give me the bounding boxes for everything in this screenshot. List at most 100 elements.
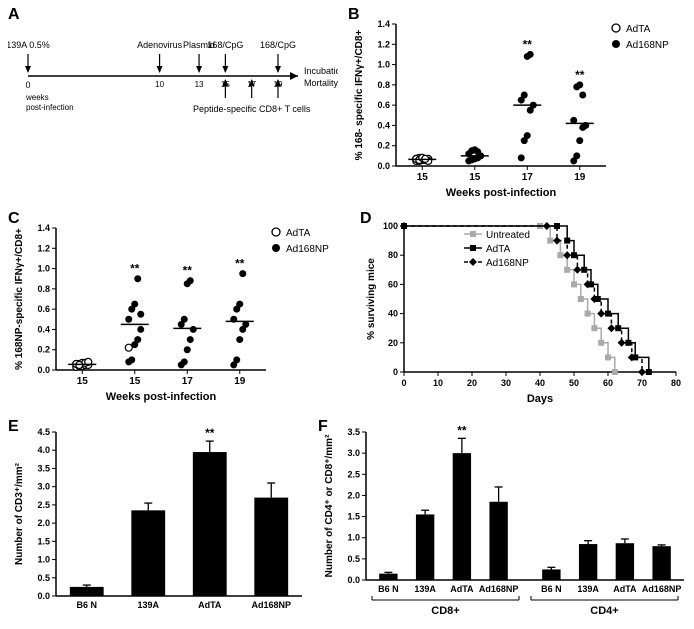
svg-text:139A 0.5%: 139A 0.5%: [8, 40, 50, 50]
svg-text:Incubation: Incubation: [304, 66, 338, 76]
svg-text:0: 0: [25, 80, 30, 90]
svg-text:10: 10: [155, 80, 164, 89]
svg-text:3.0: 3.0: [347, 448, 360, 458]
svg-text:50: 50: [569, 378, 579, 388]
svg-text:**: **: [183, 264, 193, 278]
svg-text:0.0: 0.0: [37, 365, 50, 375]
svg-text:4.5: 4.5: [37, 427, 50, 437]
svg-text:Weeks post-infection: Weeks post-infection: [106, 391, 217, 403]
svg-text:CD4+: CD4+: [590, 605, 618, 617]
svg-text:40: 40: [388, 309, 398, 319]
svg-text:AdTA: AdTA: [450, 584, 474, 594]
svg-text:Number of CD3⁺/mm²: Number of CD3⁺/mm²: [14, 462, 25, 565]
svg-text:1.0: 1.0: [37, 555, 50, 565]
svg-text:1.4: 1.4: [37, 223, 50, 233]
svg-text:0.2: 0.2: [37, 345, 50, 355]
svg-text:AdTA: AdTA: [486, 244, 511, 255]
svg-text:B6 N: B6 N: [76, 600, 97, 610]
panel-f: F 0.00.51.01.52.02.53.03.5Number of CD4⁺…: [318, 418, 690, 624]
svg-text:1.0: 1.0: [377, 60, 390, 70]
svg-text:80: 80: [388, 250, 398, 260]
panel-c-label: C: [8, 210, 20, 228]
svg-text:17: 17: [247, 80, 256, 89]
svg-text:0.8: 0.8: [377, 80, 390, 90]
svg-text:Mortality: Mortality: [304, 78, 338, 88]
svg-text:15: 15: [469, 172, 481, 183]
svg-text:60: 60: [603, 378, 613, 388]
svg-text:40: 40: [535, 378, 545, 388]
svg-text:0.4: 0.4: [377, 120, 390, 130]
svg-text:Ad168NP: Ad168NP: [286, 244, 329, 255]
svg-text:168/CpG: 168/CpG: [260, 40, 296, 50]
svg-text:15: 15: [129, 376, 141, 387]
svg-text:19: 19: [274, 80, 283, 89]
svg-text:Ad168NP: Ad168NP: [251, 600, 291, 610]
svg-text:3.0: 3.0: [37, 482, 50, 492]
svg-text:AdTA: AdTA: [626, 24, 651, 35]
svg-text:Number of CD4⁺ or CD8⁺/mm²: Number of CD4⁺ or CD8⁺/mm²: [324, 434, 335, 577]
svg-text:**: **: [205, 426, 215, 440]
svg-text:17: 17: [182, 376, 194, 387]
svg-text:**: **: [523, 37, 533, 51]
svg-text:0.5: 0.5: [347, 554, 360, 564]
svg-text:0.0: 0.0: [347, 575, 360, 585]
svg-text:Ad168NP: Ad168NP: [479, 584, 519, 594]
panel-e: E 0.00.51.01.52.02.53.03.54.04.5Number o…: [8, 418, 308, 624]
svg-text:AdTA: AdTA: [613, 584, 637, 594]
panel-f-label: F: [318, 418, 328, 436]
svg-text:Peptide-specific CD8+ T cells: Peptide-specific CD8+ T cells: [193, 104, 311, 114]
svg-text:2.5: 2.5: [347, 469, 360, 479]
svg-text:15: 15: [417, 172, 429, 183]
svg-text:15: 15: [221, 80, 230, 89]
svg-text:Adenovirus: Adenovirus: [137, 40, 183, 50]
svg-text:**: **: [457, 423, 467, 437]
svg-text:% surviving mice: % surviving mice: [366, 258, 377, 340]
panel-c: C 0.00.20.40.60.81.01.21.415151719% 168N…: [8, 210, 346, 410]
svg-text:1.2: 1.2: [377, 39, 390, 49]
svg-text:1.0: 1.0: [37, 264, 50, 274]
svg-text:Weeks post-infection: Weeks post-infection: [446, 187, 557, 199]
timeline-svg: 139A 0.5%AdenovirusPlasmid168/CpG168/CpG…: [8, 6, 338, 146]
svg-text:CD8+: CD8+: [431, 605, 459, 617]
svg-text:AdTA: AdTA: [198, 600, 222, 610]
svg-text:0.5: 0.5: [37, 573, 50, 583]
svg-text:Days: Days: [527, 393, 553, 405]
svg-text:30: 30: [501, 378, 511, 388]
bar-e-svg: 0.00.51.01.52.02.53.03.54.04.5Number of …: [8, 418, 308, 624]
svg-text:0: 0: [393, 367, 398, 377]
bar-f-svg: 0.00.51.01.52.02.53.03.5Number of CD4⁺ o…: [318, 418, 690, 624]
svg-text:80: 80: [671, 378, 681, 388]
panel-b-label: B: [348, 6, 360, 24]
svg-text:1.4: 1.4: [377, 19, 390, 29]
scatter-b-svg: 0.00.20.40.60.81.01.21.415151719% 168- s…: [348, 6, 686, 206]
svg-text:Ad168NP: Ad168NP: [486, 258, 529, 269]
svg-text:0.0: 0.0: [377, 161, 390, 171]
panel-d-label: D: [360, 210, 372, 228]
svg-text:2.0: 2.0: [347, 490, 360, 500]
svg-text:0.8: 0.8: [37, 284, 50, 294]
svg-text:10: 10: [433, 378, 443, 388]
svg-text:3.5: 3.5: [37, 463, 50, 473]
svg-text:weeks: weeks: [25, 93, 49, 102]
svg-text:19: 19: [234, 376, 246, 387]
svg-text:% 168- specific IFNγ+/CD8+: % 168- specific IFNγ+/CD8+: [354, 30, 365, 161]
svg-text:Untreated: Untreated: [486, 230, 530, 241]
svg-text:15: 15: [77, 376, 89, 387]
svg-text:100: 100: [383, 221, 398, 231]
svg-text:19: 19: [574, 172, 586, 183]
svg-text:139A: 139A: [137, 600, 159, 610]
panel-a: A 139A 0.5%AdenovirusPlasmid168/CpG168/C…: [8, 6, 338, 146]
svg-text:168/CpG: 168/CpG: [207, 40, 243, 50]
svg-text:70: 70: [637, 378, 647, 388]
svg-text:1.5: 1.5: [37, 536, 50, 546]
svg-text:60: 60: [388, 279, 398, 289]
svg-text:0.6: 0.6: [377, 100, 390, 110]
svg-text:1.5: 1.5: [347, 512, 360, 522]
svg-text:4.0: 4.0: [37, 445, 50, 455]
svg-text:**: **: [130, 262, 140, 276]
panel-b: B 0.00.20.40.60.81.01.21.415151719% 168-…: [348, 6, 686, 206]
survival-svg: 02040608010001020304050607080% surviving…: [360, 210, 686, 410]
svg-text:AdTA: AdTA: [286, 228, 311, 239]
svg-text:B6 N: B6 N: [378, 584, 399, 594]
panel-a-label: A: [8, 6, 20, 24]
